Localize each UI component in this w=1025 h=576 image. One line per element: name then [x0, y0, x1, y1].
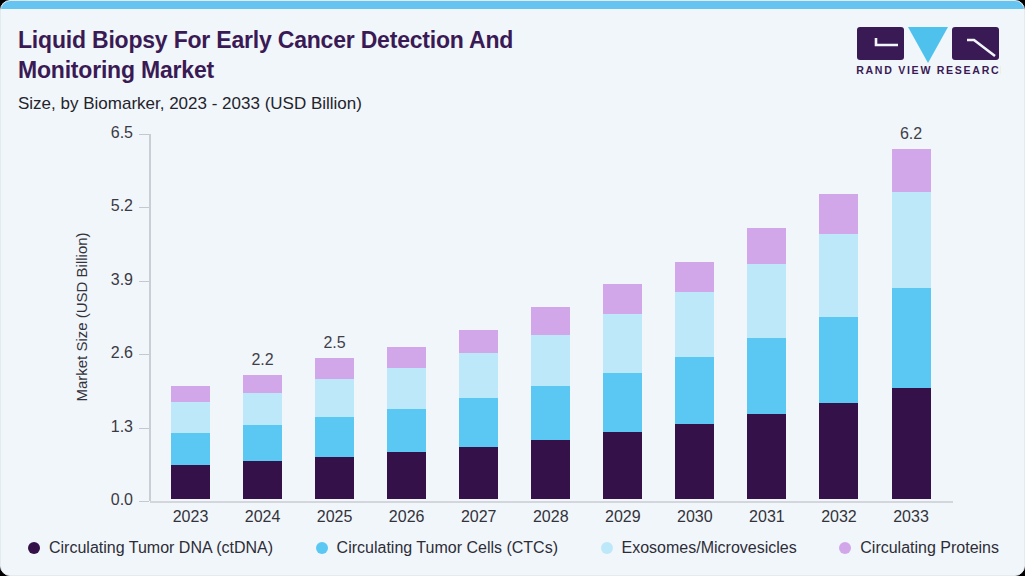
bar-segment	[315, 358, 354, 379]
bar-segment	[892, 288, 931, 387]
bar-segment	[315, 417, 354, 457]
bar-segment	[315, 457, 354, 499]
stacked-bar-chart: Market Size (USD Billion) 0.0 1.3 2.6 3.9 5.…	[1, 1, 1024, 575]
bar-segment	[243, 393, 282, 425]
x-axis-label: 2030	[660, 508, 730, 526]
bar-segment	[603, 314, 642, 372]
bar-segment	[243, 375, 282, 394]
bar-2033	[892, 149, 931, 499]
legend-dot-icon	[316, 542, 328, 554]
bar-segment	[459, 353, 498, 398]
bar-segment	[747, 228, 786, 264]
legend-item: Circulating Proteins	[839, 539, 999, 557]
bar-segment	[603, 432, 642, 499]
bar-segment	[603, 284, 642, 314]
y-axis-tick-label: 5.2	[87, 197, 133, 215]
bar-segment	[747, 338, 786, 415]
y-axis-tick-label: 6.5	[87, 124, 133, 142]
legend-dot-icon	[28, 542, 40, 554]
bar-segment	[459, 398, 498, 447]
report-card: Liquid Biopsy For Early Cancer Detection…	[0, 0, 1025, 576]
bar-segment	[819, 194, 858, 234]
x-axis-label: 2027	[444, 508, 514, 526]
bar-2028	[531, 307, 570, 499]
legend-label: Exosomes/Microvesicles	[622, 539, 797, 557]
bar-segment	[819, 317, 858, 403]
x-axis-label: 2026	[372, 508, 442, 526]
y-axis-tick-label: 3.9	[87, 271, 133, 289]
bar-segment	[531, 335, 570, 386]
x-axis-label: 2025	[300, 508, 370, 526]
bar-segment	[387, 368, 426, 409]
y-axis-tick	[139, 354, 149, 355]
bar-value-label: 2.5	[300, 334, 370, 352]
bar-2031	[747, 228, 786, 499]
y-axis-tick	[139, 281, 149, 282]
bar-segment	[747, 414, 786, 499]
bar-segment	[747, 264, 786, 338]
bar-segment	[675, 424, 714, 499]
y-axis-title: Market Size (USD Billion)	[73, 207, 93, 427]
bar-segment	[892, 388, 931, 499]
bar-2027	[459, 330, 498, 499]
bar-segment	[171, 402, 210, 432]
bar-segment	[675, 357, 714, 424]
bar-segment	[171, 386, 210, 402]
legend-item: Circulating Tumor DNA (ctDNA)	[28, 539, 273, 557]
x-axis-label: 2033	[876, 508, 946, 526]
bar-2025	[315, 358, 354, 499]
bar-segment	[171, 433, 210, 465]
bar-segment	[603, 373, 642, 433]
bar-segment	[675, 292, 714, 357]
bar-segment	[315, 379, 354, 416]
bar-segment	[387, 452, 426, 499]
bar-segment	[387, 347, 426, 368]
bar-segment	[171, 465, 210, 499]
y-axis-line	[149, 134, 151, 501]
legend-dot-icon	[601, 542, 613, 554]
x-axis-label: 2031	[732, 508, 802, 526]
x-axis-label: 2023	[156, 508, 226, 526]
bar-segment	[387, 409, 426, 452]
bar-2030	[675, 262, 714, 499]
bar-segment	[675, 262, 714, 292]
chart-legend: Circulating Tumor DNA (ctDNA) Circulating…	[1, 539, 1024, 557]
bar-segment	[892, 192, 931, 289]
legend-label: Circulating Proteins	[860, 539, 999, 557]
y-axis-tick-label: 2.6	[87, 344, 133, 362]
bar-2024	[243, 375, 282, 499]
y-axis-tick-label: 1.3	[87, 418, 133, 436]
bar-segment	[243, 461, 282, 499]
legend-item: Exosomes/Microvesicles	[601, 539, 797, 557]
x-axis-label: 2032	[804, 508, 874, 526]
bar-segment	[819, 234, 858, 318]
legend-dot-icon	[839, 542, 851, 554]
bar-2023	[171, 386, 210, 499]
bar-2032	[819, 194, 858, 499]
bar-segment	[459, 330, 498, 353]
y-axis-tick	[139, 428, 149, 429]
y-axis-tick-label: 0.0	[87, 491, 133, 509]
bar-segment	[892, 149, 931, 192]
y-axis-tick	[139, 207, 149, 208]
legend-label: Circulating Tumor DNA (ctDNA)	[49, 539, 273, 557]
y-axis-tick	[139, 501, 149, 502]
bar-2026	[387, 347, 426, 499]
x-axis-label: 2028	[516, 508, 586, 526]
x-axis-label: 2029	[588, 508, 658, 526]
bar-value-label: 6.2	[876, 125, 946, 143]
bar-value-label: 2.2	[228, 351, 298, 369]
bar-segment	[531, 386, 570, 441]
bar-segment	[243, 425, 282, 461]
x-axis-line	[150, 501, 953, 503]
x-axis-label: 2024	[228, 508, 298, 526]
bar-segment	[531, 307, 570, 335]
legend-label: Circulating Tumor Cells (CTCs)	[337, 539, 558, 557]
bar-segment	[531, 440, 570, 499]
y-axis-tick	[139, 134, 149, 135]
bar-2029	[603, 284, 642, 499]
bar-segment	[459, 447, 498, 499]
bar-segment	[819, 403, 858, 499]
legend-item: Circulating Tumor Cells (CTCs)	[316, 539, 558, 557]
